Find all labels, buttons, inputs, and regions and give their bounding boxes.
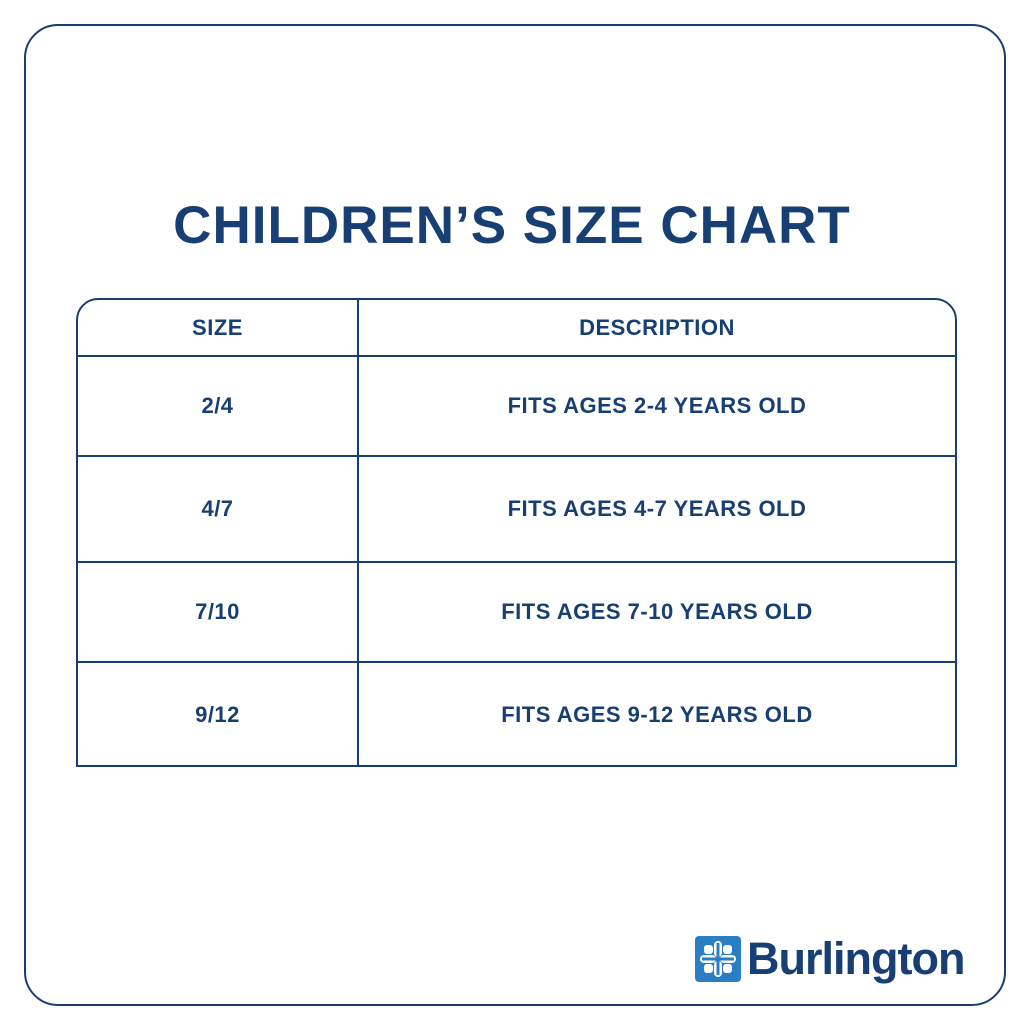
size-table: SIZE DESCRIPTION 2/4 FITS AGES 2-4 YEARS… <box>78 300 955 765</box>
description-cell: FITS AGES 4-7 YEARS OLD <box>358 455 955 562</box>
column-header-description: DESCRIPTION <box>358 300 955 357</box>
page-title: CHILDREN’S SIZE CHART <box>173 196 851 255</box>
size-cell: 9/12 <box>78 661 359 765</box>
table-row: 4/7 FITS AGES 4-7 YEARS OLD <box>78 455 955 562</box>
description-cell: FITS AGES 2-4 YEARS OLD <box>507 393 807 418</box>
size-cell: 2/4 <box>78 356 359 456</box>
description-cell: FITS AGES 9-12 YEARS OLD <box>358 661 955 765</box>
table-row: 9/12 FITS AGES 9-12 YEARS OLD <box>78 661 955 765</box>
table-row: 2/4 FITS AGES 2-4 YEARS OLD <box>78 356 955 456</box>
size-cell: 7/10 <box>78 561 359 662</box>
burlington-logo: Burlington <box>695 933 965 984</box>
burlington-cross-icon <box>695 936 741 982</box>
column-header-size: SIZE <box>78 300 359 357</box>
table-header-row: SIZE DESCRIPTION <box>78 300 955 357</box>
description-cell: FITS AGES 7-10 YEARS OLD <box>358 561 955 662</box>
size-table-container: SIZE DESCRIPTION 2/4 FITS AGES 2-4 YEARS… <box>76 298 957 767</box>
size-cell: 4/7 <box>78 455 359 562</box>
brand-name: Burlington <box>747 933 965 984</box>
table-row: 7/10 FITS AGES 7-10 YEARS OLD <box>78 561 955 662</box>
